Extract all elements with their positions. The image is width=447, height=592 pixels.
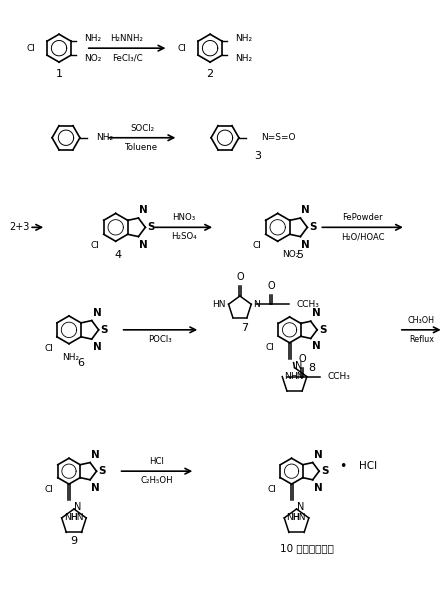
Text: N: N	[295, 361, 302, 371]
Text: CCH₃: CCH₃	[297, 300, 320, 309]
Text: N: N	[301, 240, 310, 250]
Text: Cl: Cl	[26, 44, 35, 53]
Text: 6: 6	[77, 358, 84, 368]
Text: N: N	[91, 449, 100, 459]
Text: H₂NNH₂: H₂NNH₂	[110, 34, 143, 43]
Text: C₂H₅OH: C₂H₅OH	[141, 476, 173, 485]
Text: Cl: Cl	[44, 344, 53, 353]
Text: Cl: Cl	[177, 44, 186, 53]
Text: N: N	[139, 240, 148, 250]
Text: H₂O/HOAC: H₂O/HOAC	[341, 232, 384, 242]
Text: HNO₃: HNO₃	[172, 213, 195, 223]
Text: NH₂: NH₂	[235, 34, 252, 43]
Text: Reflux: Reflux	[409, 335, 434, 344]
Text: S: S	[148, 223, 155, 232]
Text: CCH₃: CCH₃	[328, 372, 351, 381]
Text: NH₂: NH₂	[63, 353, 80, 362]
Text: N: N	[312, 308, 320, 318]
Text: 9: 9	[70, 536, 77, 546]
Text: Toluene: Toluene	[126, 143, 159, 152]
Text: 10 盐酸替扎尼定: 10 盐酸替扎尼定	[279, 543, 333, 553]
Text: Cl: Cl	[266, 343, 274, 352]
Text: S: S	[319, 325, 327, 335]
Text: S: S	[101, 325, 108, 335]
Text: N: N	[93, 308, 101, 317]
Text: S: S	[321, 466, 329, 476]
Text: O: O	[236, 272, 244, 282]
Text: N: N	[314, 482, 322, 493]
Text: HN: HN	[212, 300, 226, 309]
Text: Cl: Cl	[45, 485, 54, 494]
Text: 1: 1	[55, 69, 63, 79]
Text: NH: NH	[286, 513, 300, 522]
Text: S: S	[309, 223, 317, 232]
Text: HCl: HCl	[149, 457, 164, 466]
Text: O: O	[267, 281, 275, 291]
Text: Cl: Cl	[91, 242, 100, 250]
Text: 2+3: 2+3	[9, 223, 30, 232]
Text: N: N	[91, 482, 100, 493]
Text: POCl₃: POCl₃	[148, 335, 172, 344]
Text: Cl: Cl	[268, 485, 276, 494]
Text: NH₂: NH₂	[235, 54, 252, 63]
Text: •: •	[340, 460, 347, 472]
Text: NO₂: NO₂	[282, 250, 299, 259]
Text: NH: NH	[63, 513, 77, 522]
Text: HN: HN	[292, 513, 306, 522]
Text: 7: 7	[241, 323, 249, 333]
Text: FePowder: FePowder	[342, 213, 383, 223]
Text: SOCl₂: SOCl₂	[130, 124, 154, 133]
Text: N: N	[93, 342, 101, 352]
Text: NO₂: NO₂	[84, 54, 101, 63]
Text: N: N	[312, 342, 320, 352]
Text: HN: HN	[70, 513, 83, 522]
Text: Cl: Cl	[253, 242, 261, 250]
Text: N: N	[296, 502, 304, 512]
Text: N: N	[284, 372, 291, 381]
Text: N: N	[139, 205, 148, 215]
Text: 4: 4	[114, 250, 121, 260]
Text: O: O	[298, 353, 306, 363]
Text: HCl: HCl	[359, 461, 377, 471]
Text: 2: 2	[207, 69, 214, 79]
Text: 5: 5	[296, 250, 303, 260]
Text: N=S=O: N=S=O	[261, 133, 295, 142]
Text: N: N	[314, 449, 322, 459]
Text: N: N	[301, 205, 310, 215]
Text: H₂SO₄: H₂SO₄	[171, 232, 197, 242]
Text: S: S	[98, 466, 106, 476]
Text: CH₃OH: CH₃OH	[408, 316, 435, 325]
Text: NH₂: NH₂	[96, 133, 113, 142]
Text: NH₂: NH₂	[84, 34, 101, 43]
Text: 8: 8	[308, 363, 315, 372]
Text: N: N	[74, 502, 81, 512]
Text: FeCl₃/C: FeCl₃/C	[112, 53, 143, 62]
Text: N: N	[253, 300, 260, 309]
Text: HN: HN	[291, 372, 304, 381]
Text: 3: 3	[254, 150, 261, 160]
